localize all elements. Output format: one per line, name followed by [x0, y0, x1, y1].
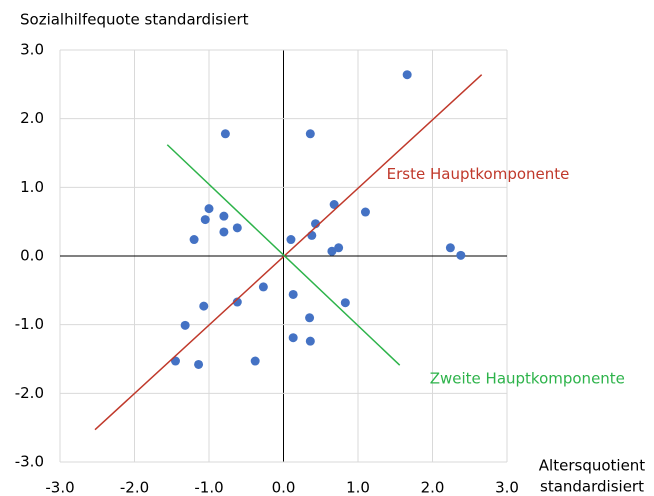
point	[456, 250, 466, 260]
point	[199, 301, 209, 311]
point	[334, 243, 344, 253]
point	[258, 282, 268, 292]
x-tick-label: 1.0	[346, 479, 370, 496]
point	[305, 336, 315, 346]
x-tick-label: 0.0	[272, 479, 296, 496]
point	[250, 356, 260, 366]
x-axis-title: Altersquotient	[539, 457, 646, 475]
point	[189, 235, 199, 245]
point	[219, 211, 229, 221]
y-tick-label: 2.0	[20, 109, 44, 127]
point	[360, 207, 370, 217]
x-tick-label: 2.0	[421, 479, 445, 496]
component-line	[94, 74, 483, 431]
point	[327, 246, 337, 256]
point	[340, 298, 350, 308]
y-tick-label: 1.0	[20, 178, 44, 196]
y-tick-label: -1.0	[15, 315, 44, 333]
x-tick-label: -3.0	[45, 479, 74, 496]
point	[288, 289, 298, 299]
y-tick-label: -3.0	[15, 453, 44, 471]
point	[286, 235, 296, 245]
point	[445, 243, 455, 253]
x-tick-label: -2.0	[120, 479, 149, 496]
point	[307, 230, 317, 240]
point	[232, 297, 242, 307]
point	[305, 129, 315, 139]
point	[180, 320, 190, 330]
point	[402, 70, 412, 80]
y-tick-label: 0.0	[20, 247, 44, 265]
series-label: Zweite Hauptkomponente	[430, 370, 625, 388]
point	[329, 200, 339, 209]
x-tick-label: 3.0	[495, 479, 519, 496]
y-tick-label: 3.0	[20, 41, 44, 59]
point	[200, 215, 210, 225]
y-axis-title: Sozialhilfequote standardisiert	[20, 11, 249, 29]
point	[219, 227, 229, 237]
y-tick-label: -2.0	[15, 384, 44, 402]
point	[220, 129, 230, 139]
point	[232, 223, 242, 233]
point	[194, 359, 204, 369]
point	[305, 313, 315, 323]
point	[288, 333, 298, 343]
series-label: Erste Hauptkomponente	[387, 165, 570, 183]
x-axis-title: standardisiert	[540, 478, 644, 496]
point	[204, 204, 214, 214]
component-line	[166, 144, 401, 366]
x-tick-label: -1.0	[194, 479, 223, 496]
